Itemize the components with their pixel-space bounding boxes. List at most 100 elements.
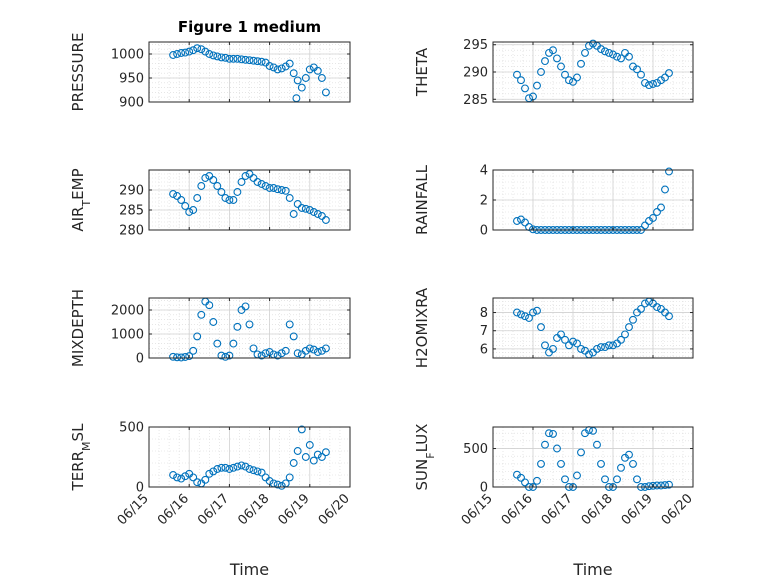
data-point — [633, 475, 641, 484]
data-point — [265, 62, 274, 70]
data-point — [557, 62, 565, 71]
x-tick-label: 06/18 — [579, 491, 616, 528]
data-point — [181, 472, 190, 481]
data-point — [193, 332, 202, 341]
subplot-rainfall: 0 2 4 RAINFALL — [413, 164, 694, 239]
data-point — [545, 48, 553, 57]
subplot-theta: 285 290 295 THETA — [413, 38, 694, 108]
data-point — [289, 69, 298, 78]
axes-box — [148, 297, 351, 359]
data-point — [217, 188, 226, 196]
data-point — [617, 54, 625, 63]
data-point — [549, 46, 557, 55]
data-point — [233, 462, 242, 471]
y-tick-label: 285 — [119, 204, 144, 219]
data-point — [661, 481, 669, 490]
data-point — [625, 52, 633, 61]
data-point — [277, 186, 286, 194]
data-point — [545, 429, 553, 438]
y-tick-label: 285 — [463, 93, 488, 108]
data-point — [289, 332, 298, 341]
data-point — [241, 172, 250, 180]
data-point — [629, 315, 637, 324]
data-point — [225, 351, 234, 360]
y-axis-label: RAINFALL — [413, 164, 431, 235]
data-point — [589, 39, 597, 48]
data-point — [213, 52, 222, 61]
y-axis-label: H2OMIXRA — [413, 287, 431, 368]
data-point — [221, 352, 230, 361]
data-point — [189, 346, 198, 355]
y-axis-label: TERRMSL — [69, 423, 93, 492]
data-point — [521, 218, 529, 227]
y-tick-label: 290 — [119, 184, 144, 199]
data-point — [237, 461, 246, 470]
data-point — [253, 178, 262, 186]
data-point — [665, 69, 673, 78]
data-point — [541, 57, 549, 66]
data-point — [301, 346, 310, 355]
data-point — [297, 425, 306, 434]
data-point — [629, 62, 637, 71]
data-point — [221, 53, 230, 62]
data-point — [293, 447, 302, 455]
data-point — [573, 471, 581, 480]
data-point — [169, 352, 178, 361]
data-point — [625, 323, 633, 332]
y-tick-label: 6 — [480, 342, 488, 357]
data-point — [217, 351, 226, 360]
data-point — [169, 51, 178, 59]
data-point — [641, 299, 649, 308]
data-point — [561, 70, 569, 79]
data-point — [313, 210, 322, 218]
data-point — [657, 76, 665, 85]
data-point — [245, 320, 254, 329]
data-point — [617, 335, 625, 344]
x-axis-label: Time — [572, 560, 612, 579]
data-point — [293, 349, 302, 358]
data-point — [257, 468, 266, 477]
data-point — [245, 465, 254, 473]
data-point — [201, 475, 210, 484]
data-point — [537, 459, 545, 468]
data-point — [285, 320, 294, 329]
data-point — [653, 78, 661, 87]
data-point — [573, 73, 581, 82]
y-tick-label: 295 — [463, 38, 488, 53]
data-point — [273, 351, 282, 360]
y-tick-label: 8 — [480, 306, 488, 321]
data-point — [217, 463, 226, 472]
data-point — [177, 196, 186, 204]
data-point — [273, 185, 282, 194]
data-point — [513, 70, 521, 79]
data-point — [593, 440, 601, 449]
data-point — [237, 55, 246, 64]
data-point — [289, 210, 298, 218]
data-point — [321, 216, 330, 224]
y-tick-label: 280 — [119, 224, 144, 239]
data-point — [613, 475, 621, 484]
data-point — [205, 301, 214, 310]
data-point — [205, 172, 214, 180]
data-point — [193, 194, 202, 202]
data-point — [241, 55, 250, 64]
data-point — [285, 59, 294, 68]
data-point — [209, 467, 218, 476]
data-point — [297, 83, 306, 92]
data-point — [625, 450, 633, 459]
data-point — [221, 463, 230, 472]
data-point — [661, 73, 669, 82]
data-point — [661, 185, 669, 194]
data-point — [197, 182, 206, 190]
y-tick-label: 1000 — [111, 48, 144, 63]
data-point — [317, 346, 326, 355]
data-point — [173, 353, 182, 362]
data-point — [513, 308, 521, 317]
x-tick-label: 06/20 — [659, 491, 696, 528]
data-point — [193, 44, 202, 53]
data-point — [181, 353, 190, 361]
data-point — [557, 330, 565, 339]
data-point — [177, 474, 186, 483]
data-point — [269, 184, 278, 192]
data-point — [185, 352, 194, 361]
